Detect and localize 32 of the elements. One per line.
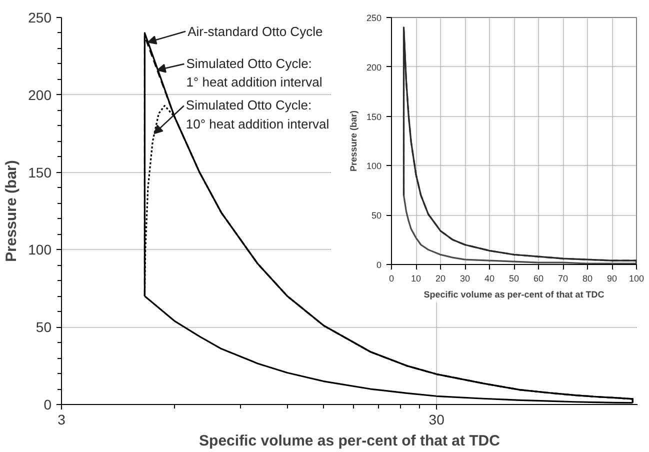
- y-tick-label: 50: [371, 210, 382, 221]
- x-tick-label: 3: [58, 412, 66, 428]
- x-tick-label: 50: [508, 274, 520, 284]
- x-tick-label: 100: [628, 274, 644, 284]
- x-tick-label: 20: [435, 274, 446, 284]
- y-tick-label: 0: [376, 260, 382, 270]
- x-tick-label: 0: [388, 274, 394, 284]
- y-tick-label: 200: [366, 62, 382, 72]
- y-tick-label: 100: [28, 242, 52, 258]
- x-tick-label: 30: [460, 274, 470, 284]
- x-tick-label: 40: [484, 274, 495, 284]
- y-tick-label: 150: [28, 164, 52, 180]
- y-tick-label: 200: [28, 86, 52, 103]
- x-axis-title: Specific volume as per-cent of that at TDC: [199, 432, 500, 450]
- annotation: Air-standard Otto Cycle: [188, 24, 323, 39]
- y-tick-label: 250: [28, 10, 52, 26]
- y-tick-label: 50: [36, 319, 52, 336]
- y-axis-title: Pressure (bar): [348, 110, 358, 172]
- y-tick-label: 150: [366, 112, 382, 122]
- x-axis-title: Specific volume as per-cent of that at TDC: [424, 290, 605, 300]
- y-tick-label: 0: [44, 396, 52, 412]
- annotation: Simulated Otto Cycle: 10° heat addition interval: [186, 98, 330, 132]
- x-tick-label: 70: [558, 274, 568, 284]
- y-tick-label: 250: [366, 13, 382, 23]
- x-tick-label: 30: [428, 412, 445, 428]
- y-axis-title: Pressure (bar): [3, 160, 20, 262]
- y-tick-label: 100: [366, 161, 382, 172]
- x-tick-label: 90: [606, 274, 618, 284]
- x-tick-label: 60: [533, 274, 544, 284]
- x-tick-label: 80: [582, 274, 593, 284]
- annotation: Simulated Otto Cycle: 1° heat addition interval: [186, 56, 322, 90]
- x-tick-label: 10: [410, 274, 422, 284]
